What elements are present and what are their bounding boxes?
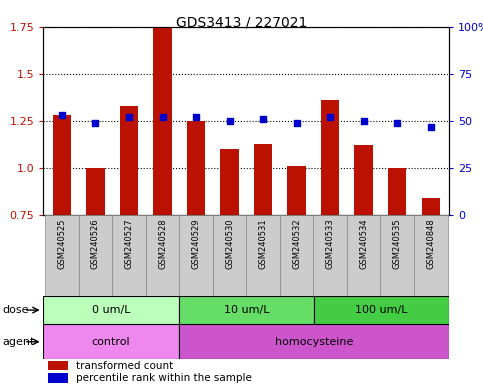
Bar (79, 215, 112, 296)
Point (393, 120, 401, 126)
Text: homocysteine: homocysteine (275, 337, 353, 347)
Bar (347, 215, 381, 296)
Text: percentile rank within the sample: percentile rank within the sample (76, 373, 252, 383)
Point (427, 124, 435, 130)
Point (58, 112, 66, 118)
Bar (43, 296, 179, 324)
Bar (187, 121, 205, 215)
Bar (179, 296, 314, 324)
Bar (220, 149, 239, 215)
Text: GDS3413 / 227021: GDS3413 / 227021 (176, 15, 307, 29)
Point (360, 118, 368, 124)
Point (293, 120, 300, 126)
Bar (321, 100, 340, 215)
Bar (388, 168, 406, 215)
Text: transformed count: transformed count (76, 361, 173, 371)
Text: 100 um/L: 100 um/L (355, 305, 408, 315)
Bar (153, 27, 172, 215)
Text: GSM240526: GSM240526 (91, 218, 100, 269)
Bar (112, 215, 146, 296)
Bar (53, 115, 71, 215)
Point (192, 114, 200, 120)
Bar (414, 215, 448, 296)
Bar (254, 144, 272, 215)
Bar (86, 168, 105, 215)
Text: agent: agent (2, 337, 35, 347)
Text: GSM240530: GSM240530 (225, 218, 234, 269)
Bar (280, 215, 313, 296)
Text: GSM240525: GSM240525 (57, 218, 66, 269)
Bar (314, 296, 449, 324)
Text: GSM240535: GSM240535 (393, 218, 402, 269)
Text: 10 um/L: 10 um/L (224, 305, 269, 315)
Bar (246, 215, 280, 296)
Bar (45, 215, 79, 296)
Bar (43, 324, 179, 359)
Bar (179, 215, 213, 296)
Point (327, 114, 334, 120)
Bar (146, 215, 179, 296)
Point (125, 114, 133, 120)
Bar (47, 373, 68, 383)
Text: GSM240527: GSM240527 (125, 218, 133, 269)
Bar (213, 215, 246, 296)
Text: GSM240848: GSM240848 (426, 218, 435, 269)
Text: GSM240532: GSM240532 (292, 218, 301, 269)
Bar (422, 198, 440, 215)
Bar (179, 324, 449, 359)
Text: control: control (92, 337, 130, 347)
Bar (120, 106, 138, 215)
Bar (313, 215, 347, 296)
Bar (47, 361, 68, 370)
Bar (287, 166, 306, 215)
Point (92, 120, 99, 126)
Text: 0 um/L: 0 um/L (92, 305, 130, 315)
Text: GSM240531: GSM240531 (258, 218, 268, 269)
Text: GSM240533: GSM240533 (326, 218, 335, 269)
Point (259, 116, 267, 122)
Text: GSM240529: GSM240529 (192, 218, 200, 269)
Text: dose: dose (2, 305, 29, 315)
Bar (381, 215, 414, 296)
Bar (355, 146, 373, 215)
Text: GSM240534: GSM240534 (359, 218, 368, 269)
Point (158, 114, 166, 120)
Text: GSM240528: GSM240528 (158, 218, 167, 269)
Point (226, 118, 233, 124)
